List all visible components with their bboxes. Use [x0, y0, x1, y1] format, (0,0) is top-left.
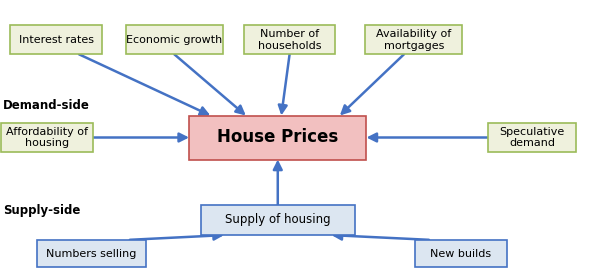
Text: Supply-side: Supply-side: [3, 204, 80, 217]
Text: Supply of housing: Supply of housing: [225, 213, 330, 227]
FancyBboxPatch shape: [415, 240, 507, 267]
Text: Affordability of
housing: Affordability of housing: [7, 127, 88, 148]
FancyBboxPatch shape: [2, 123, 93, 152]
Text: Availability of
mortgages: Availability of mortgages: [376, 29, 452, 51]
Text: Demand-side: Demand-side: [3, 99, 90, 112]
FancyBboxPatch shape: [37, 240, 147, 267]
Text: New builds: New builds: [430, 249, 492, 258]
FancyBboxPatch shape: [243, 26, 336, 54]
FancyBboxPatch shape: [488, 123, 576, 152]
FancyBboxPatch shape: [11, 26, 102, 54]
Text: Economic growth: Economic growth: [126, 35, 222, 45]
Text: Speculative
demand: Speculative demand: [499, 127, 564, 148]
Text: Interest rates: Interest rates: [19, 35, 93, 45]
Text: Number of
households: Number of households: [258, 29, 322, 51]
FancyBboxPatch shape: [365, 26, 462, 54]
Text: House Prices: House Prices: [217, 128, 339, 147]
FancyBboxPatch shape: [125, 26, 223, 54]
FancyBboxPatch shape: [201, 205, 355, 235]
Text: Numbers selling: Numbers selling: [47, 249, 137, 258]
FancyBboxPatch shape: [189, 116, 366, 160]
